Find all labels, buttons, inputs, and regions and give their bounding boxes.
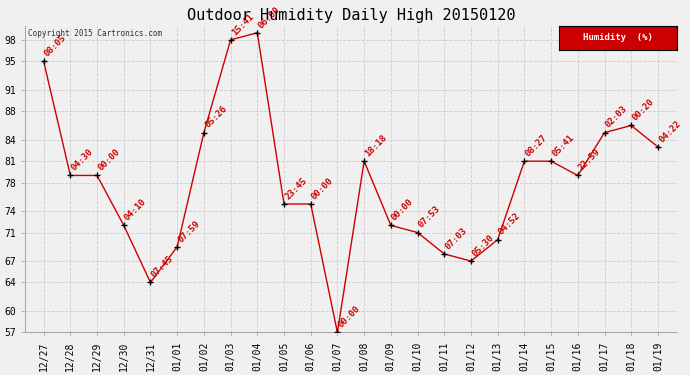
Text: 07:59: 07:59	[177, 219, 201, 244]
Text: 06:00: 06:00	[257, 4, 282, 30]
Text: Copyright 2015 Cartronics.com: Copyright 2015 Cartronics.com	[28, 28, 162, 38]
Text: 07:45: 07:45	[150, 254, 175, 280]
Text: 07:03: 07:03	[444, 226, 469, 251]
Text: 02:03: 02:03	[604, 105, 629, 130]
Text: 08:05: 08:05	[43, 33, 68, 58]
Text: 04:22: 04:22	[657, 119, 682, 144]
Text: 00:20: 00:20	[631, 98, 655, 123]
Text: 05:41: 05:41	[551, 133, 575, 158]
Text: 00:00: 00:00	[310, 176, 335, 201]
Text: 04:10: 04:10	[123, 197, 148, 223]
Text: 04:52: 04:52	[497, 211, 522, 237]
Text: 00:00: 00:00	[337, 304, 362, 330]
Text: 05:30: 05:30	[470, 233, 495, 258]
Text: 07:53: 07:53	[417, 204, 442, 230]
Text: 00:00: 00:00	[96, 147, 121, 172]
Text: 22:59: 22:59	[577, 147, 602, 172]
Text: 00:00: 00:00	[390, 197, 415, 223]
Text: 08:27: 08:27	[524, 133, 549, 158]
Title: Outdoor Humidity Daily High 20150120: Outdoor Humidity Daily High 20150120	[186, 8, 515, 23]
Text: 15:41: 15:41	[230, 12, 255, 37]
Text: 05:26: 05:26	[203, 105, 228, 130]
Text: 23:45: 23:45	[283, 176, 308, 201]
Text: 04:30: 04:30	[70, 147, 95, 172]
Text: 18:18: 18:18	[364, 133, 388, 158]
